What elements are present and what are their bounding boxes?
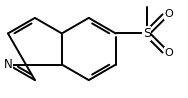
Text: S: S bbox=[143, 27, 151, 40]
Text: O: O bbox=[164, 9, 173, 19]
Text: O: O bbox=[164, 48, 173, 58]
Text: N: N bbox=[4, 58, 12, 71]
